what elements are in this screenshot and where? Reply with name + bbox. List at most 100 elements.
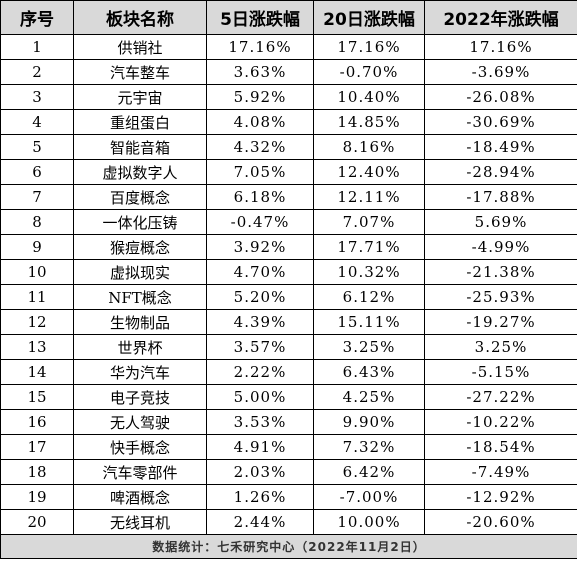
change-20day: 12.11% xyxy=(313,184,425,210)
change-20day: 12.40% xyxy=(313,159,425,185)
table-row: 12 生物制品 4.39% 15.11% -19.27% xyxy=(0,309,577,335)
change-20day: 3.25% xyxy=(313,334,425,360)
change-5day: 17.16% xyxy=(206,34,314,60)
table-row: 4 重组蛋白 4.08% 14.85% -30.69% xyxy=(0,109,577,135)
change-5day: 4.32% xyxy=(206,134,314,160)
change-5day: 3.92% xyxy=(206,234,314,260)
change-20day: 10.00% xyxy=(313,509,425,535)
table-row: 8 一体化压铸 -0.47% 7.07% 5.69% xyxy=(0,209,577,235)
change-20day: 10.32% xyxy=(313,259,425,285)
row-index: 15 xyxy=(0,384,74,410)
row-index: 4 xyxy=(0,109,74,135)
change-2022: -12.92% xyxy=(424,484,577,510)
change-2022: -20.60% xyxy=(424,509,577,535)
change-20day: 17.16% xyxy=(313,34,425,60)
row-index: 10 xyxy=(0,259,74,285)
sector-name: 无人驾驶 xyxy=(73,409,207,435)
change-20day: 10.40% xyxy=(313,84,425,110)
change-20day: 17.71% xyxy=(313,234,425,260)
row-index: 3 xyxy=(0,84,74,110)
sector-name: 华为汽车 xyxy=(73,359,207,385)
change-20day: 9.90% xyxy=(313,409,425,435)
change-2022: -10.22% xyxy=(424,409,577,435)
sector-name: 元宇宙 xyxy=(73,84,207,110)
sector-name: 百度概念 xyxy=(73,184,207,210)
change-5day: 1.26% xyxy=(206,484,314,510)
sector-name: 无线耳机 xyxy=(73,509,207,535)
change-5day: 2.03% xyxy=(206,459,314,485)
table-row: 15 电子竞技 5.00% 4.25% -27.22% xyxy=(0,384,577,410)
sector-name: 啤酒概念 xyxy=(73,484,207,510)
row-index: 2 xyxy=(0,59,74,85)
sector-name: 世界杯 xyxy=(73,334,207,360)
row-index: 20 xyxy=(0,509,74,535)
sector-name: 重组蛋白 xyxy=(73,109,207,135)
sector-name: 猴痘概念 xyxy=(73,234,207,260)
table-row: 2 汽车整车 3.63% -0.70% -3.69% xyxy=(0,59,577,85)
change-2022: -3.69% xyxy=(424,59,577,85)
row-index: 8 xyxy=(0,209,74,235)
sector-name: 电子竞技 xyxy=(73,384,207,410)
change-2022: -7.49% xyxy=(424,459,577,485)
row-index: 17 xyxy=(0,434,74,460)
sector-name: 虚拟数字人 xyxy=(73,159,207,185)
change-2022: -19.27% xyxy=(424,309,577,335)
table-row: 5 智能音箱 4.32% 8.16% -18.49% xyxy=(0,134,577,160)
row-index: 14 xyxy=(0,359,74,385)
header-row: 序号 板块名称 5日涨跌幅 20日涨跌幅 2022年涨跌幅 xyxy=(0,0,577,35)
sector-name: NFT概念 xyxy=(73,284,207,310)
change-2022: -28.94% xyxy=(424,159,577,185)
change-5day: 6.18% xyxy=(206,184,314,210)
change-2022: 3.25% xyxy=(424,334,577,360)
change-2022: -27.22% xyxy=(424,384,577,410)
change-5day: 4.08% xyxy=(206,109,314,135)
sector-name: 供销社 xyxy=(73,34,207,60)
change-2022: -5.15% xyxy=(424,359,577,385)
header-index: 序号 xyxy=(0,0,74,35)
change-5day: 5.92% xyxy=(206,84,314,110)
change-2022: -25.93% xyxy=(424,284,577,310)
table-row: 1 供销社 17.16% 17.16% 17.16% xyxy=(0,34,577,60)
change-20day: -7.00% xyxy=(313,484,425,510)
change-20day: 6.42% xyxy=(313,459,425,485)
change-5day: 3.53% xyxy=(206,409,314,435)
change-20day: 15.11% xyxy=(313,309,425,335)
change-20day: 6.12% xyxy=(313,284,425,310)
change-5day: 5.00% xyxy=(206,384,314,410)
row-index: 5 xyxy=(0,134,74,160)
change-5day: 2.44% xyxy=(206,509,314,535)
sector-name: 一体化压铸 xyxy=(73,209,207,235)
header-sector-name: 板块名称 xyxy=(73,0,207,35)
change-2022: 17.16% xyxy=(424,34,577,60)
change-2022: -30.69% xyxy=(424,109,577,135)
row-index: 6 xyxy=(0,159,74,185)
change-20day: 7.32% xyxy=(313,434,425,460)
table-row: 20 无线耳机 2.44% 10.00% -20.60% xyxy=(0,509,577,535)
sector-name: 智能音箱 xyxy=(73,134,207,160)
change-2022: -17.88% xyxy=(424,184,577,210)
change-20day: -0.70% xyxy=(313,59,425,85)
change-5day: 5.20% xyxy=(206,284,314,310)
row-index: 11 xyxy=(0,284,74,310)
change-2022: -18.49% xyxy=(424,134,577,160)
sector-name: 快手概念 xyxy=(73,434,207,460)
change-2022: -26.08% xyxy=(424,84,577,110)
row-index: 1 xyxy=(0,34,74,60)
table-row: 6 虚拟数字人 7.05% 12.40% -28.94% xyxy=(0,159,577,185)
change-2022: 5.69% xyxy=(424,209,577,235)
header-5day-change: 5日涨跌幅 xyxy=(206,0,314,35)
row-index: 7 xyxy=(0,184,74,210)
change-5day: -0.47% xyxy=(206,209,314,235)
table-row: 19 啤酒概念 1.26% -7.00% -12.92% xyxy=(0,484,577,510)
change-20day: 7.07% xyxy=(313,209,425,235)
change-2022: -4.99% xyxy=(424,234,577,260)
sector-name: 虚拟现实 xyxy=(73,259,207,285)
table-row: 17 快手概念 4.91% 7.32% -18.54% xyxy=(0,434,577,460)
table-row: 7 百度概念 6.18% 12.11% -17.88% xyxy=(0,184,577,210)
header-20day-change: 20日涨跌幅 xyxy=(313,0,425,35)
row-index: 13 xyxy=(0,334,74,360)
change-20day: 8.16% xyxy=(313,134,425,160)
table-body: 1 供销社 17.16% 17.16% 17.16% 2 汽车整车 3.63% -0.70% -3… xyxy=(0,34,577,535)
change-20day: 4.25% xyxy=(313,384,425,410)
